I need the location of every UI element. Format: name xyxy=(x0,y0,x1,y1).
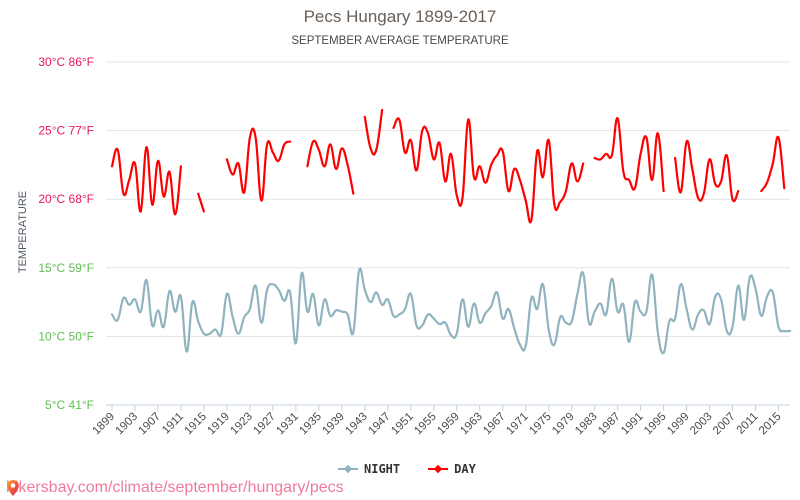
x-tick-label: 1947 xyxy=(366,411,393,438)
series-line-night xyxy=(110,267,792,355)
y-tick-label: 10°C 50°F xyxy=(38,329,94,343)
series-line-day xyxy=(363,108,384,156)
x-tick-label: 1979 xyxy=(550,411,577,438)
x-tick-label: 1903 xyxy=(114,411,141,438)
x-tick-label: 1987 xyxy=(596,411,623,438)
chart-subtitle: SEPTEMBER AVERAGE TEMPERATURE xyxy=(291,35,509,47)
grid-lines xyxy=(106,61,790,337)
x-tick-label: 1983 xyxy=(573,411,600,438)
x-tick-label: 1951 xyxy=(389,411,416,438)
series-line-day xyxy=(760,135,786,193)
x-tick-label: 1931 xyxy=(274,411,301,438)
source-link[interactable]: hikersbay.com/climate/september/hungary/… xyxy=(6,479,344,497)
x-tick-label: 1927 xyxy=(251,411,278,438)
x-tick-label: 1967 xyxy=(481,411,508,438)
source-url[interactable]: hikersbay.com/climate/september/hungary/… xyxy=(6,479,344,496)
map-pin-icon xyxy=(7,480,19,496)
day-swatch-icon xyxy=(428,464,449,474)
x-tick-label: 1919 xyxy=(205,411,232,438)
x-tick-label: 2003 xyxy=(688,411,715,438)
night-swatch-icon xyxy=(338,464,358,474)
x-tick-label: 1963 xyxy=(458,411,485,438)
x-tick-label: 1939 xyxy=(320,411,347,438)
x-tick-label: 1915 xyxy=(182,411,209,438)
y-tick-label: 25°C 77°F xyxy=(38,124,94,138)
x-tick-label: 1955 xyxy=(412,411,439,438)
x-tick-label: 2011 xyxy=(735,411,761,437)
x-tick-label: 1935 xyxy=(297,411,324,438)
x-tick-label: 1911 xyxy=(160,411,186,437)
legend-item-day[interactable]: DAY xyxy=(428,462,476,476)
series-lines xyxy=(110,108,792,355)
chart-plot: 30°C 86°F 25°C 77°F 20°C 68°F 15°C 59°F 10°C… xyxy=(38,55,792,438)
x-tick-label: 1959 xyxy=(435,411,462,438)
series-line-day xyxy=(197,192,205,213)
x-tick-label: 1943 xyxy=(343,411,370,438)
x-tick-label: 1899 xyxy=(91,411,118,438)
legend: NIGHT DAY xyxy=(338,462,476,476)
series-line-day xyxy=(593,117,665,193)
x-tick-label: 2015 xyxy=(757,411,784,438)
y-tick-label: 30°C 86°F xyxy=(38,55,94,69)
y-tick-labels: 30°C 86°F 25°C 77°F 20°C 68°F 15°C 59°F 10°C… xyxy=(38,55,94,412)
series-line-day xyxy=(225,127,292,202)
x-tick-label: 1923 xyxy=(228,411,255,438)
x-tick-label: 2007 xyxy=(711,411,738,438)
y-tick-label: 5°C 41°F xyxy=(45,398,94,412)
x-tick-label: 1995 xyxy=(642,411,669,438)
legend-day-label: DAY xyxy=(454,462,476,476)
x-tick-label: 1907 xyxy=(137,411,164,438)
x-tick-label: 1971 xyxy=(504,411,531,438)
chart-title: Pecs Hungary 1899-2017 xyxy=(303,7,497,26)
x-tick-label: 1999 xyxy=(665,411,692,438)
legend-night-label: NIGHT xyxy=(364,462,401,476)
series-line-day xyxy=(306,139,355,195)
series-line-day xyxy=(674,139,740,203)
series-line-day xyxy=(392,117,585,224)
y-tick-label: 20°C 68°F xyxy=(38,192,94,206)
series-line-day xyxy=(110,145,182,216)
y-tick-label: 15°C 59°F xyxy=(38,261,94,275)
x-tick-label: 1975 xyxy=(527,411,554,438)
x-tick-label: 1991 xyxy=(619,411,646,438)
x-axis: 1899190319071911191519191923192719311935… xyxy=(91,404,790,438)
legend-item-night[interactable]: NIGHT xyxy=(338,462,400,476)
